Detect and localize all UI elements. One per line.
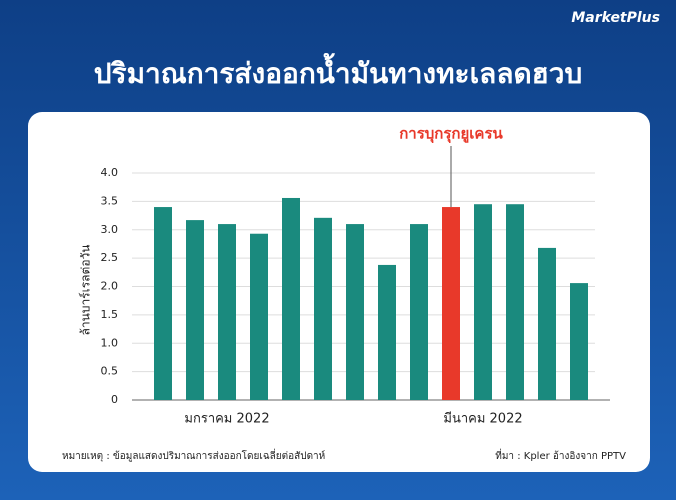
bar [250, 233, 268, 400]
y-tick-label: 3.0 [101, 223, 119, 236]
y-tick-label: 2.5 [101, 251, 119, 264]
source: ที่มา : Kpler อ้างอิงจาก PPTV [495, 448, 626, 462]
bar [154, 207, 172, 400]
y-tick-label: 4.0 [101, 166, 119, 179]
bar [410, 224, 428, 400]
bar [442, 207, 460, 400]
y-tick-label: 3.5 [101, 194, 119, 207]
bar [218, 224, 236, 400]
bar [474, 204, 492, 400]
y-tick-label: 0 [111, 393, 118, 406]
card [28, 112, 650, 472]
y-axis-label: ล้านบาร์เรลต่อวัน [79, 245, 93, 336]
annotation: การบุกรุกยูเครน [399, 125, 503, 144]
bar [570, 283, 588, 400]
y-tick-label: 0.5 [101, 365, 119, 378]
y-tick-label: 2.0 [101, 280, 119, 293]
chart-title: ปริมาณการส่งออกน้ำมันทางทะเลลดฮวบ [94, 52, 583, 90]
bar [314, 217, 332, 400]
logo: MarketPlus [571, 10, 660, 26]
bar [282, 197, 300, 400]
y-tick-label: 1.5 [101, 308, 119, 321]
bar [346, 224, 364, 400]
bar [506, 204, 524, 400]
x-tick-label: มกราคม 2022 [184, 412, 269, 427]
bar [378, 264, 396, 400]
bar [538, 247, 556, 400]
x-tick-label: มีนาคม 2022 [443, 411, 522, 427]
y-tick-label: 1.0 [101, 336, 119, 349]
bar [186, 220, 204, 400]
note: หมายเหตุ : ข้อมูลแสดงปริมาณการส่งออกโดยเ… [62, 448, 325, 462]
